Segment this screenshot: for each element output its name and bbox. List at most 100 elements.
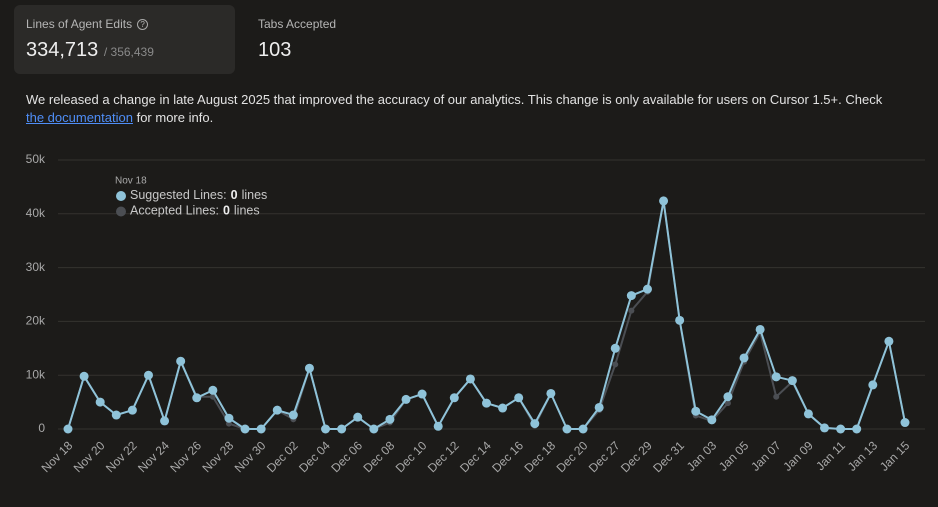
- x-tick-label: Dec 31: [650, 438, 687, 475]
- y-tick-label: 10k: [26, 367, 46, 381]
- card: Lines of Agent Edits? 334,713 / 356,439: [14, 5, 235, 74]
- point: [224, 413, 234, 423]
- point: [594, 402, 604, 412]
- tooltip-date: Nov 18: [115, 176, 147, 187]
- card-title: Tabs Accepted: [258, 17, 337, 31]
- point: [369, 424, 379, 434]
- point: [724, 400, 731, 407]
- x-tick-label: Dec 16: [489, 438, 526, 475]
- card-total: / 356,439: [103, 45, 154, 59]
- point: [628, 307, 635, 314]
- x-tick-label: Dec 02: [264, 438, 301, 475]
- point: [820, 423, 830, 433]
- point: [530, 419, 540, 429]
- y-tick-label: 50k: [26, 152, 46, 166]
- point: [240, 424, 250, 434]
- notice-after: for more info.: [136, 110, 214, 125]
- point: [675, 315, 685, 325]
- point: [884, 336, 894, 346]
- point: [127, 405, 137, 415]
- point: [353, 412, 363, 422]
- point: [771, 372, 781, 382]
- x-tick-label: Jan 15: [877, 438, 913, 474]
- point: [691, 406, 701, 416]
- x-tick-label: Dec 12: [425, 438, 462, 475]
- tooltip-unit: lines: [234, 204, 260, 218]
- x-tick-label: Nov 18: [39, 438, 76, 475]
- doc-link[interactable]: the documentation: [26, 110, 133, 125]
- tooltip-value: 0: [231, 188, 238, 202]
- point: [79, 371, 89, 381]
- point: [417, 389, 427, 399]
- tooltip-label: Suggested Lines:: [130, 188, 227, 202]
- point: [900, 418, 910, 428]
- point: [642, 284, 652, 294]
- point: [63, 424, 73, 434]
- card-value-text: 334,713: [26, 39, 99, 61]
- point: [498, 403, 508, 413]
- point: [755, 324, 765, 334]
- point: [401, 394, 411, 404]
- point: [272, 405, 282, 415]
- point: [176, 356, 186, 366]
- x-tick-label: Dec 27: [586, 438, 623, 475]
- tooltip-swatch: [116, 191, 126, 201]
- tooltip-label: Accepted Lines:: [130, 204, 219, 218]
- point: [304, 363, 314, 373]
- point: [160, 416, 170, 426]
- x-tick-label: Jan 07: [748, 438, 784, 474]
- tooltip-item: Suggested Lines: 0 lines: [130, 188, 267, 202]
- point: [739, 353, 749, 363]
- point: [868, 380, 878, 390]
- tooltip-item: Accepted Lines: 0 lines: [130, 204, 260, 218]
- y-tick-label: 0: [38, 421, 45, 435]
- x-tick-label: Jan 13: [845, 438, 881, 474]
- x-tick-label: Dec 20: [554, 438, 591, 475]
- tooltip-swatch: [116, 206, 126, 217]
- point: [787, 376, 797, 386]
- point: [256, 424, 266, 434]
- point: [546, 388, 556, 398]
- x-tick-label: Nov 24: [135, 438, 172, 475]
- point: [95, 397, 105, 407]
- point: [612, 361, 619, 368]
- point: [578, 424, 588, 434]
- x-tick-label: Jan 03: [684, 438, 720, 474]
- x-tick-label: Dec 10: [393, 438, 430, 475]
- point: [610, 343, 620, 353]
- point: [659, 196, 669, 206]
- help-icon[interactable]: ?: [137, 19, 149, 30]
- card-value: 103: [258, 39, 292, 61]
- y-tick-label: 30k: [26, 260, 46, 274]
- x-tick-label: Nov 22: [103, 438, 140, 475]
- x-tick-label: Dec 29: [618, 438, 655, 475]
- x-tick-label: Dec 06: [328, 438, 365, 475]
- y-tick-label: 20k: [26, 314, 46, 328]
- point: [143, 370, 153, 380]
- point: [433, 421, 443, 431]
- point: [321, 424, 331, 434]
- point: [111, 410, 121, 420]
- tooltip-unit: lines: [242, 188, 268, 202]
- point: [626, 291, 636, 301]
- point: [465, 374, 475, 384]
- x-tick-label: Nov 20: [71, 438, 108, 475]
- x-tick-label: Nov 28: [200, 438, 237, 475]
- point: [449, 393, 459, 403]
- card-title-text: Lines of Agent Edits: [26, 17, 133, 31]
- x-tick-label: Nov 26: [167, 438, 204, 475]
- x-tick-label: Dec 14: [457, 438, 494, 475]
- x-tick-label: Jan 05: [716, 438, 752, 474]
- point: [773, 393, 780, 400]
- point: [852, 424, 862, 434]
- tooltip-value: 0: [223, 204, 230, 218]
- x-tick-label: Dec 04: [296, 438, 333, 475]
- x-tick-label: Dec 18: [521, 438, 558, 475]
- notice: We released a change in late August 2025…: [26, 91, 926, 127]
- x-tick-label: Nov 30: [232, 438, 269, 475]
- notice-text: We released a change in late August 2025…: [26, 92, 883, 107]
- point: [337, 424, 347, 434]
- point: [209, 393, 216, 400]
- x-tick-label: Jan 11: [813, 438, 848, 473]
